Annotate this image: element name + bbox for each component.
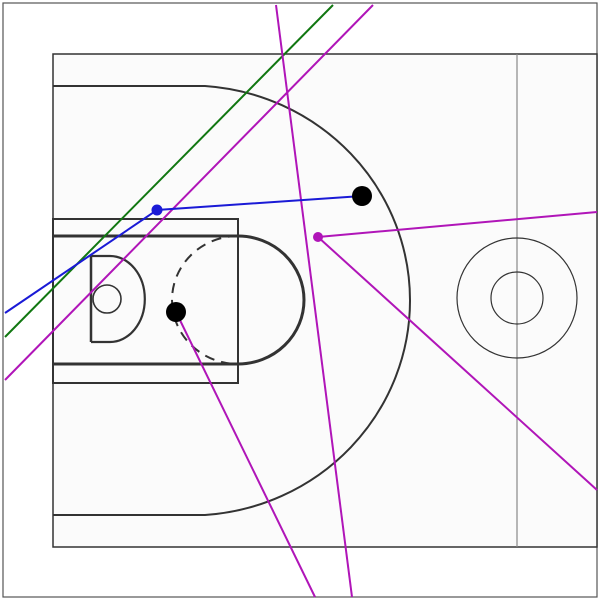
player-marker-lane	[166, 302, 186, 322]
three-point-line	[53, 85, 412, 516]
players	[166, 186, 372, 322]
magenta-line-to-right	[317, 211, 598, 238]
court	[52, 53, 598, 548]
restricted-area-arc	[91, 254, 146, 344]
magenta-line-to-bottom	[175, 311, 316, 598]
play-lines	[4, 4, 598, 598]
green-line	[4, 4, 334, 338]
center-circle-outer	[456, 237, 578, 359]
blue-node	[151, 204, 163, 216]
magenta-line-to-bottom-right	[317, 236, 598, 491]
center-circle-inner	[490, 271, 544, 325]
free-throw-circle-dashed	[171, 235, 239, 365]
rim	[92, 284, 122, 314]
magenta-diagonal-line	[4, 4, 374, 381]
court-boundary	[52, 53, 598, 548]
magenta-node	[313, 232, 323, 242]
free-throw-key	[53, 234, 306, 366]
magenta-steep-line	[275, 4, 353, 598]
player-marker-top	[352, 186, 372, 206]
